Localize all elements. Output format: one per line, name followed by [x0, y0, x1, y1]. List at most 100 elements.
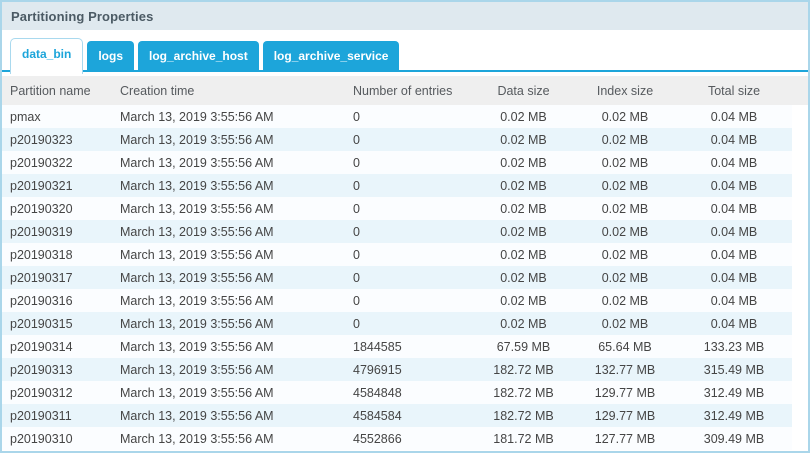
table-cell: 0.02 MB	[473, 289, 574, 312]
partition-name-cell: p20190319	[2, 220, 112, 243]
table-header-row: Partition name Creation time Number of ent…	[2, 76, 808, 105]
table-row: p20190323 March 13, 2019 3:55:56 AM 0 0.02 …	[2, 128, 808, 151]
table-cell: 0.02 MB	[473, 220, 574, 243]
table-row: p20190312 March 13, 2019 3:55:56 AM 458484…	[2, 381, 808, 404]
table-cell: 0	[345, 312, 473, 335]
table-row: p20190311 March 13, 2019 3:55:56 AM 458458…	[2, 404, 808, 427]
table-row: p20190318 March 13, 2019 3:55:56 AM 0 0.02 …	[2, 243, 808, 266]
table-cell	[792, 220, 808, 243]
table-cell: 0	[345, 174, 473, 197]
column-header-data-size: Data size	[473, 76, 574, 105]
table-cell	[792, 312, 808, 335]
table-cell	[792, 266, 808, 289]
table-cell: 0.02 MB	[473, 243, 574, 266]
partition-name-cell: p20190318	[2, 243, 112, 266]
tab-content: Partition name Creation time Number of ent…	[2, 72, 808, 450]
table-cell: 0.02 MB	[574, 266, 676, 289]
table-cell: 4796915	[345, 358, 473, 381]
table-cell: March 13, 2019 3:55:56 AM	[112, 358, 345, 381]
partition-name-cell: p20190312	[2, 381, 112, 404]
panel-title: Partitioning Properties	[11, 8, 154, 24]
table-cell: 0.02 MB	[473, 197, 574, 220]
table-cell: 0.04 MB	[676, 289, 792, 312]
table-cell	[792, 128, 808, 151]
table-cell: 0.02 MB	[473, 312, 574, 335]
table-row: p20190320 March 13, 2019 3:55:56 AM 0 0.02 …	[2, 197, 808, 220]
table-cell	[792, 151, 808, 174]
table-cell	[792, 174, 808, 197]
table-cell: 0.04 MB	[676, 174, 792, 197]
tab-logs[interactable]: logs	[87, 41, 135, 70]
column-header-total-size: Total size	[676, 76, 792, 105]
table-cell: 0.02 MB	[473, 151, 574, 174]
table-cell: March 13, 2019 3:55:56 AM	[112, 312, 345, 335]
table-cell: 0.02 MB	[574, 151, 676, 174]
table-cell: March 13, 2019 3:55:56 AM	[112, 266, 345, 289]
partition-name-cell: p20190313	[2, 358, 112, 381]
table-cell: March 13, 2019 3:55:56 AM	[112, 128, 345, 151]
partition-name-cell: p20190314	[2, 335, 112, 358]
partition-name-cell: pmax	[2, 105, 112, 128]
table-cell: 0	[345, 128, 473, 151]
partition-name-cell: p20190323	[2, 128, 112, 151]
table-row: p20190313 March 13, 2019 3:55:56 AM 479691…	[2, 358, 808, 381]
partition-name-cell: p20190315	[2, 312, 112, 335]
tab-data_bin[interactable]: data_bin	[10, 38, 84, 74]
table-cell	[792, 427, 808, 450]
table-cell: March 13, 2019 3:55:56 AM	[112, 243, 345, 266]
table-cell: March 13, 2019 3:55:56 AM	[112, 289, 345, 312]
table-cell: 181.72 MB	[473, 427, 574, 450]
table-cell: 0.02 MB	[574, 289, 676, 312]
table-cell: March 13, 2019 3:55:56 AM	[112, 220, 345, 243]
table-cell: 312.49 MB	[676, 404, 792, 427]
table-row: p20190316 March 13, 2019 3:55:56 AM 0 0.02 …	[2, 289, 808, 312]
partition-name-cell: p20190310	[2, 427, 112, 450]
table-cell: 309.49 MB	[676, 427, 792, 450]
table-cell	[792, 358, 808, 381]
table-body: pmax March 13, 2019 3:55:56 AM 0 0.02 MB 0.0…	[2, 105, 808, 450]
column-header-filler	[792, 76, 808, 105]
table-row: p20190310 March 13, 2019 3:55:56 AM 455286…	[2, 427, 808, 450]
table-cell	[792, 381, 808, 404]
table-cell: March 13, 2019 3:55:56 AM	[112, 174, 345, 197]
table-cell: 0	[345, 105, 473, 128]
table-cell: 0.02 MB	[574, 128, 676, 151]
table-row: p20190315 March 13, 2019 3:55:56 AM 0 0.02 …	[2, 312, 808, 335]
column-header-creation-time: Creation time	[112, 76, 345, 105]
table-cell: 129.77 MB	[574, 404, 676, 427]
table-cell: March 13, 2019 3:55:56 AM	[112, 335, 345, 358]
table-cell: 0.02 MB	[574, 243, 676, 266]
partition-name-cell: p20190322	[2, 151, 112, 174]
tab-log_archive_host[interactable]: log_archive_host	[138, 41, 259, 70]
partition-name-cell: p20190316	[2, 289, 112, 312]
panel-titlebar: Partitioning Properties	[2, 2, 808, 30]
column-header-number-of-entries: Number of entries	[345, 76, 473, 105]
partition-name-cell: p20190320	[2, 197, 112, 220]
partition-name-cell: p20190311	[2, 404, 112, 427]
table-cell: 132.77 MB	[574, 358, 676, 381]
table-cell: 65.64 MB	[574, 335, 676, 358]
table-header: Partition name Creation time Number of ent…	[2, 76, 808, 105]
table-row: p20190314 March 13, 2019 3:55:56 AM 184458…	[2, 335, 808, 358]
table-row: pmax March 13, 2019 3:55:56 AM 0 0.02 MB 0.0…	[2, 105, 808, 128]
tab-log_archive_service[interactable]: log_archive_service	[262, 41, 400, 70]
table-cell: 4584848	[345, 381, 473, 404]
table-cell: March 13, 2019 3:55:56 AM	[112, 381, 345, 404]
table-cell: 1844585	[345, 335, 473, 358]
table-cell	[792, 335, 808, 358]
table-cell: 0.02 MB	[574, 312, 676, 335]
table-cell: 0.04 MB	[676, 128, 792, 151]
table-row: p20190321 March 13, 2019 3:55:56 AM 0 0.02 …	[2, 174, 808, 197]
table-cell	[792, 289, 808, 312]
table-cell: 0	[345, 266, 473, 289]
table-cell: 0.02 MB	[574, 197, 676, 220]
table-cell: 0.04 MB	[676, 197, 792, 220]
table-cell: 0.04 MB	[676, 312, 792, 335]
table-cell: 0	[345, 220, 473, 243]
table-cell: 0.02 MB	[473, 266, 574, 289]
table-cell: 0.04 MB	[676, 266, 792, 289]
table-cell: 0.02 MB	[473, 128, 574, 151]
table-cell: 0	[345, 197, 473, 220]
table-cell: 312.49 MB	[676, 381, 792, 404]
table-cell: 133.23 MB	[676, 335, 792, 358]
